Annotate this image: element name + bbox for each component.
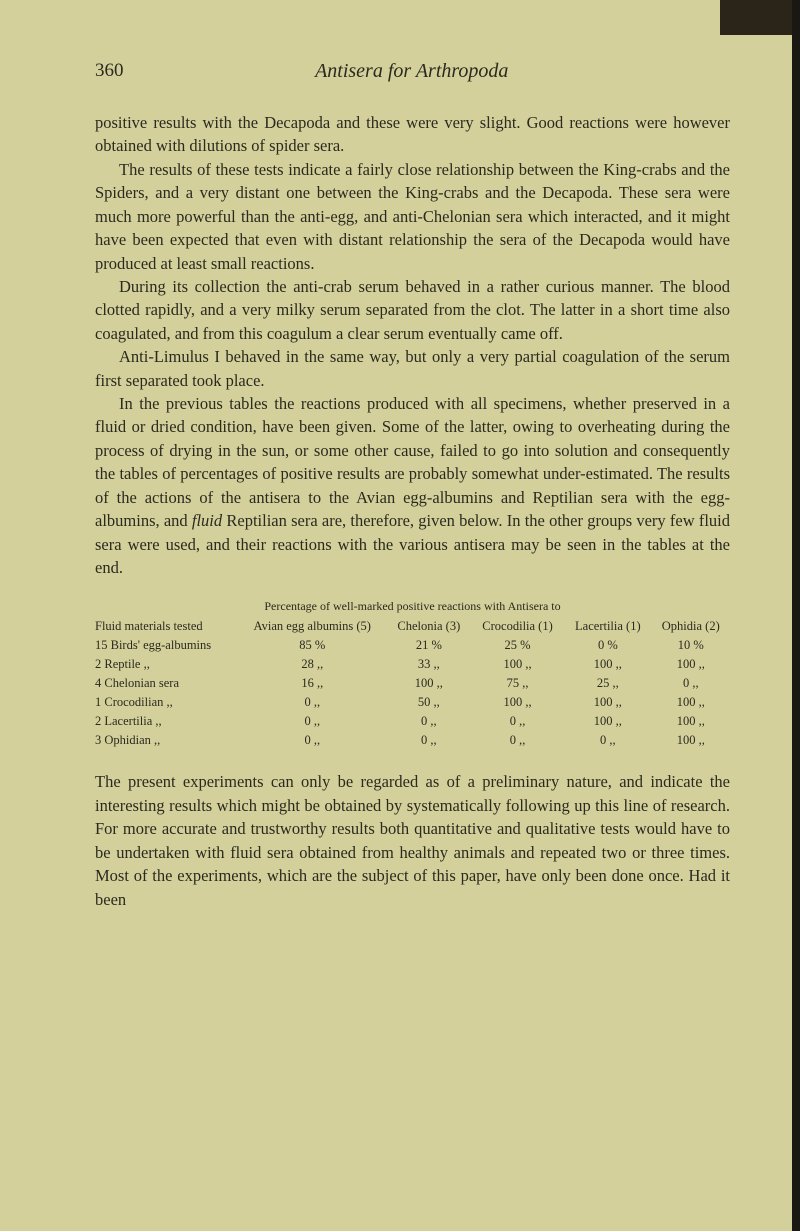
cell: 28 ,, bbox=[238, 655, 387, 674]
page-header: 360 Antisera for Arthropoda bbox=[95, 60, 730, 83]
row-label: 15 Birds' egg-albumins bbox=[95, 636, 238, 655]
header-spacer bbox=[700, 60, 730, 83]
cell: 21 % bbox=[387, 636, 471, 655]
cell: 100 ,, bbox=[471, 655, 564, 674]
body-text-upper: positive results with the Decapoda and t… bbox=[95, 111, 730, 579]
paragraph-3: During its collection the anti-crab seru… bbox=[95, 275, 730, 345]
cell: 0 ,, bbox=[238, 712, 387, 731]
table-row: 4 Chelonian sera 16 ,, 100 ,, 75 ,, 25 ,… bbox=[95, 674, 730, 693]
cell: 0 % bbox=[564, 636, 651, 655]
paragraph-5a: In the previous tables the reactions pro… bbox=[95, 394, 730, 530]
table-row: 1 Crocodilian ,, 0 ,, 50 ,, 100 ,, 100 ,… bbox=[95, 693, 730, 712]
cell: 0 ,, bbox=[564, 731, 651, 750]
row-label: 1 Crocodilian ,, bbox=[95, 693, 238, 712]
cell: 75 ,, bbox=[471, 674, 564, 693]
cell: 50 ,, bbox=[387, 693, 471, 712]
fluid-italic: fluid bbox=[192, 511, 222, 530]
paragraph-5: In the previous tables the reactions pro… bbox=[95, 392, 730, 579]
cell: 100 ,, bbox=[564, 693, 651, 712]
cell: 33 ,, bbox=[387, 655, 471, 674]
cell: 16 ,, bbox=[238, 674, 387, 693]
cell: 25 ,, bbox=[564, 674, 651, 693]
page-number: 360 bbox=[95, 60, 124, 83]
cell: 0 ,, bbox=[238, 731, 387, 750]
document-page: 360 Antisera for Arthropoda positive res… bbox=[0, 0, 800, 1231]
cell: 0 ,, bbox=[652, 674, 730, 693]
cell: 85 % bbox=[238, 636, 387, 655]
cell: 25 % bbox=[471, 636, 564, 655]
table-caption: Percentage of well-marked positive react… bbox=[95, 599, 730, 614]
col-header-crocodilia: Crocodilia (1) bbox=[471, 617, 564, 636]
col-header-avian: Avian egg albumins (5) bbox=[238, 617, 387, 636]
cell: 0 ,, bbox=[471, 712, 564, 731]
table-body: 15 Birds' egg-albumins 85 % 21 % 25 % 0 … bbox=[95, 636, 730, 750]
row-label: 4 Chelonian sera bbox=[95, 674, 238, 693]
corner-shadow bbox=[720, 0, 800, 35]
paragraph-1: positive results with the Decapoda and t… bbox=[95, 111, 730, 158]
cell: 100 ,, bbox=[652, 731, 730, 750]
paragraph-6: The present experiments can only be rega… bbox=[95, 770, 730, 911]
paragraph-2: The results of these tests indicate a fa… bbox=[95, 158, 730, 275]
col-header-ophidia: Ophidia (2) bbox=[652, 617, 730, 636]
cell: 100 ,, bbox=[652, 693, 730, 712]
cell: 100 ,, bbox=[387, 674, 471, 693]
table-row: 3 Ophidian ,, 0 ,, 0 ,, 0 ,, 0 ,, 100 ,, bbox=[95, 731, 730, 750]
col-header-fluid: Fluid materials tested bbox=[95, 617, 238, 636]
table-row: 2 Reptile ,, 28 ,, 33 ,, 100 ,, 100 ,, 1… bbox=[95, 655, 730, 674]
cell: 100 ,, bbox=[564, 655, 651, 674]
cell: 100 ,, bbox=[564, 712, 651, 731]
row-label: 3 Ophidian ,, bbox=[95, 731, 238, 750]
right-edge-shadow bbox=[792, 0, 800, 1231]
table-header-row: Fluid materials tested Avian egg albumin… bbox=[95, 617, 730, 636]
cell: 0 ,, bbox=[471, 731, 564, 750]
col-header-chelonia: Chelonia (3) bbox=[387, 617, 471, 636]
table-row: 15 Birds' egg-albumins 85 % 21 % 25 % 0 … bbox=[95, 636, 730, 655]
page-title: Antisera for Arthropoda bbox=[315, 60, 508, 83]
table-section: Percentage of well-marked positive react… bbox=[95, 599, 730, 750]
cell: 100 ,, bbox=[652, 655, 730, 674]
cell: 100 ,, bbox=[471, 693, 564, 712]
cell: 0 ,, bbox=[387, 712, 471, 731]
results-table: Fluid materials tested Avian egg albumin… bbox=[95, 617, 730, 750]
table-row: 2 Lacertilia ,, 0 ,, 0 ,, 0 ,, 100 ,, 10… bbox=[95, 712, 730, 731]
row-label: 2 Lacertilia ,, bbox=[95, 712, 238, 731]
cell: 0 ,, bbox=[238, 693, 387, 712]
row-label: 2 Reptile ,, bbox=[95, 655, 238, 674]
paragraph-4: Anti-Limulus I behaved in the same way, … bbox=[95, 345, 730, 392]
body-text-lower: The present experiments can only be rega… bbox=[95, 770, 730, 911]
col-header-lacertilia: Lacertilia (1) bbox=[564, 617, 651, 636]
cell: 0 ,, bbox=[387, 731, 471, 750]
cell: 100 ,, bbox=[652, 712, 730, 731]
cell: 10 % bbox=[652, 636, 730, 655]
